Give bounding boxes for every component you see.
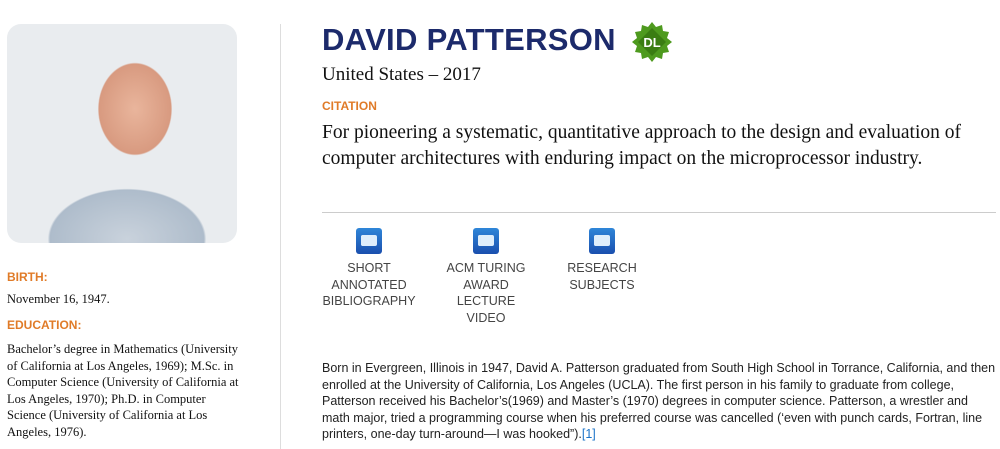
resource-bibliography[interactable]: SHORT ANNOTATED BIBLIOGRAPHY <box>322 228 416 310</box>
biography-text: Born in Evergreen, Illinois in 1947, Dav… <box>322 361 996 441</box>
birth-label: BIRTH: <box>7 270 48 284</box>
resource-label: SHORT ANNOTATED BIBLIOGRAPHY <box>322 261 416 308</box>
section-divider <box>322 212 996 213</box>
resource-label: ACM TURING AWARD LECTURE VIDEO <box>446 261 526 325</box>
digital-library-badge-icon[interactable]: DL <box>632 22 672 62</box>
citation-label: CITATION <box>322 99 377 113</box>
resource-research-subjects[interactable]: RESEARCH SUBJECTS <box>562 228 642 293</box>
education-text: Bachelor’s degree in Mathematics (Univer… <box>7 342 239 439</box>
book-icon <box>356 228 382 254</box>
resource-lecture-video[interactable]: ACM TURING AWARD LECTURE VIDEO <box>440 228 532 326</box>
column-divider <box>280 24 281 449</box>
country-year: United States – 2017 <box>322 64 481 85</box>
resource-label: RESEARCH SUBJECTS <box>567 261 637 292</box>
portrait-photo <box>7 24 237 243</box>
birth-date: November 16, 1947. <box>7 292 110 306</box>
biography: Born in Evergreen, Illinois in 1947, Dav… <box>322 360 998 443</box>
badge-text: DL <box>643 35 660 50</box>
footnote-link[interactable]: [1] <box>581 427 596 441</box>
laureate-name: DAVID PATTERSON <box>322 22 616 57</box>
book-icon <box>473 228 499 254</box>
citation-text: For pioneering a systematic, quantitativ… <box>322 122 961 169</box>
book-icon <box>589 228 615 254</box>
education-label: EDUCATION: <box>7 318 82 332</box>
